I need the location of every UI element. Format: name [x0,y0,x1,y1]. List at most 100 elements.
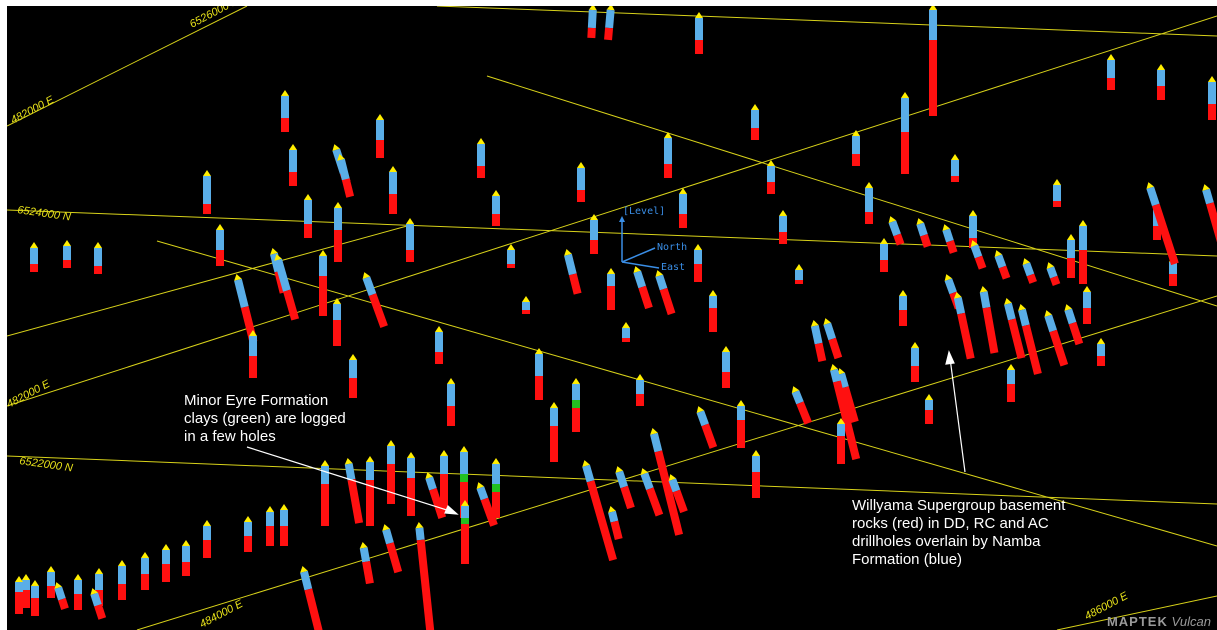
drillhole[interactable] [1097,338,1105,366]
drillhole[interactable] [679,188,687,228]
drillhole[interactable] [550,402,558,462]
drillhole[interactable] [381,523,403,574]
drillhole[interactable] [1007,364,1015,402]
drillhole[interactable] [475,481,498,527]
drillhole[interactable] [53,581,69,610]
drillhole[interactable] [941,223,958,254]
drillhole[interactable] [387,440,395,504]
drillhole[interactable] [460,446,468,518]
drillhole[interactable] [694,244,702,282]
drillhole[interactable] [366,456,374,526]
drillhole[interactable] [901,92,909,174]
drillhole[interactable] [581,459,617,562]
drillhole[interactable] [406,218,414,262]
drillhole[interactable] [837,418,845,464]
drillhole[interactable] [22,574,30,608]
drillhole[interactable] [737,400,745,448]
drillhole[interactable] [604,6,615,41]
drillhole[interactable] [810,319,827,362]
drillhole[interactable] [1107,54,1115,90]
drillhole[interactable] [89,587,107,620]
drillhole[interactable] [507,244,515,268]
drillhole[interactable] [1053,179,1061,207]
drillhole[interactable] [1201,183,1217,297]
drillhole[interactable] [1021,257,1037,284]
drillhole[interactable] [899,290,907,326]
drillhole[interactable] [535,348,543,400]
drillhole[interactable] [280,504,288,546]
drillhole[interactable] [141,552,149,590]
drillhole[interactable] [969,239,987,270]
drillhole[interactable] [622,322,630,342]
drillhole[interactable] [304,194,312,238]
drillhole[interactable] [336,153,355,198]
drillhole[interactable] [752,450,760,498]
drillhole[interactable] [522,296,530,314]
drillhole[interactable] [74,574,82,610]
drillhole[interactable] [162,544,170,582]
drillhole[interactable] [359,541,374,585]
drillhole[interactable] [951,154,959,182]
drillhole[interactable] [979,285,999,354]
drillhole[interactable] [722,346,730,388]
drillhole[interactable] [779,210,787,244]
drillhole[interactable] [299,565,324,630]
drillhole[interactable] [654,269,676,316]
drillhole[interactable] [30,242,38,272]
drillhole[interactable] [203,170,211,214]
drillhole[interactable] [572,378,580,432]
drillhole[interactable] [577,162,585,202]
drillhole[interactable] [1083,286,1091,324]
drillhole[interactable] [281,90,289,132]
drillhole[interactable] [266,506,274,546]
drillhole[interactable] [407,452,415,516]
drillhole[interactable] [587,6,597,39]
drillhole[interactable] [829,363,861,461]
drillhole[interactable] [1079,220,1087,284]
drillhole[interactable] [880,238,888,272]
drillhole[interactable] [492,190,500,226]
drillhole[interactable] [636,374,644,406]
drillhole[interactable] [1063,303,1084,346]
drillhole[interactable] [1145,181,1179,266]
drillhole[interactable] [244,516,252,552]
drillhole[interactable] [695,405,718,449]
drillhole[interactable] [929,6,937,116]
drillhole[interactable] [822,317,843,360]
drillhole[interactable] [435,326,443,364]
drillhole[interactable] [664,132,672,178]
drillhole[interactable] [639,467,664,517]
drillhole[interactable] [249,330,257,378]
drillhole[interactable] [440,450,448,512]
drillhole[interactable] [182,540,190,576]
drillhole[interactable] [1003,297,1026,360]
drillhole[interactable] [993,249,1011,280]
drillhole[interactable] [767,160,775,194]
drillhole[interactable] [887,215,905,246]
drillhole[interactable] [319,250,327,316]
drillhole[interactable] [632,265,653,310]
drillhole[interactable] [333,298,341,346]
drillhole[interactable] [614,465,635,510]
drillhole[interactable] [389,166,397,214]
drillhole[interactable] [790,385,812,425]
drillhole[interactable] [795,264,803,284]
drillhole[interactable] [118,560,126,600]
drillhole[interactable] [1043,309,1069,367]
drillhole[interactable] [953,291,975,360]
drillhole[interactable] [216,224,224,266]
drillhole[interactable] [865,182,873,224]
drillhole[interactable] [915,217,932,248]
drillhole[interactable] [424,471,447,519]
drillhole[interactable] [1208,76,1216,120]
drillhole[interactable] [709,290,717,332]
drillhole[interactable] [334,202,342,262]
drillhole[interactable] [15,576,23,614]
3d-viewport[interactable]: 6526000 N 482000 E 6524000 N 482000 E 65… [7,6,1217,630]
drillhole[interactable] [203,520,211,558]
drillhole[interactable] [321,460,329,526]
drillhole[interactable] [376,114,384,158]
drillhole[interactable] [1067,234,1075,278]
drillhole[interactable] [47,566,55,598]
drillhole[interactable] [607,505,623,541]
